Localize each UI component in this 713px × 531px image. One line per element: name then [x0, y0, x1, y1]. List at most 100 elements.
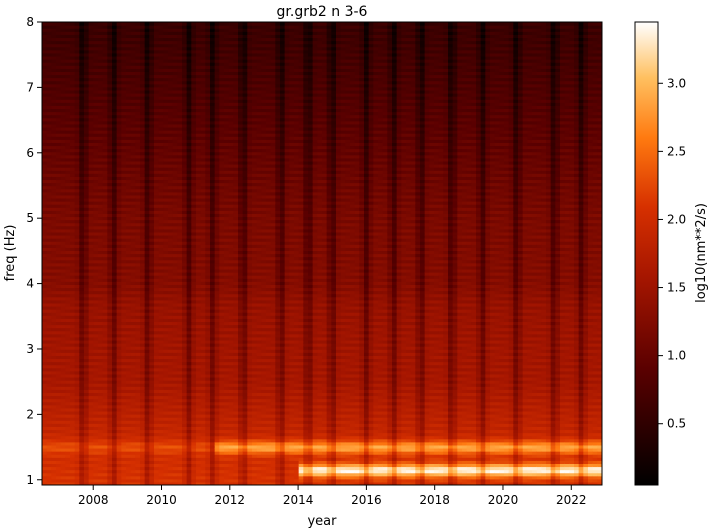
heatmap-cell: [79, 22, 85, 26]
heatmap-cell: [98, 188, 104, 193]
heatmap-cell: [84, 404, 90, 409]
heatmap-cell: [107, 367, 113, 372]
heatmap-cell: [74, 318, 80, 323]
heatmap-cell: [74, 102, 80, 106]
heatmap-cell: [102, 395, 108, 400]
heatmap-cell: [46, 167, 52, 171]
heatmap-cell: [93, 454, 99, 458]
heatmap-cell: [84, 256, 90, 261]
heatmap-cell: [93, 395, 99, 400]
heatmap-cell: [79, 358, 85, 363]
heatmap-cell: [102, 392, 108, 397]
heatmap-cell: [88, 349, 94, 353]
heatmap-cell: [42, 318, 48, 323]
heatmap-cell: [88, 315, 94, 319]
heatmap-cell: [102, 123, 108, 128]
heatmap-cell: [70, 142, 76, 147]
heatmap-cell: [70, 376, 76, 381]
heatmap-cell: [88, 420, 94, 424]
heatmap-cell: [93, 355, 99, 360]
heatmap-cell: [84, 389, 90, 393]
heatmap-cell: [74, 204, 80, 208]
heatmap-cell: [112, 120, 118, 125]
heatmap-cell: [102, 210, 108, 214]
heatmap-cell: [60, 312, 66, 316]
heatmap-cell: [46, 370, 52, 375]
heatmap-cell: [42, 376, 48, 381]
heatmap-cell: [102, 451, 108, 455]
heatmap-cell: [65, 77, 71, 82]
heatmap-cell: [60, 213, 66, 218]
heatmap-cell: [51, 52, 57, 57]
heatmap-cell: [102, 481, 108, 485]
heatmap-cell: [88, 86, 94, 91]
heatmap-cell: [93, 28, 99, 32]
heatmap-cell: [60, 451, 66, 455]
heatmap-cell: [107, 244, 113, 248]
heatmap-cell: [93, 367, 99, 372]
heatmap-cell: [74, 241, 80, 245]
heatmap-cell: [56, 244, 62, 248]
heatmap-cell: [84, 111, 90, 116]
heatmap-cell: [70, 197, 76, 202]
heatmap-cell: [112, 234, 118, 239]
heatmap-cell: [79, 392, 85, 397]
heatmap-cell: [74, 451, 80, 455]
heatmap-cell: [56, 256, 62, 261]
heatmap-cell: [112, 228, 118, 233]
heatmap-cell: [74, 99, 80, 103]
heatmap-cell: [46, 130, 52, 134]
heatmap-cell: [93, 373, 99, 378]
heatmap-cell: [51, 435, 57, 440]
heatmap-cell: [102, 34, 108, 39]
heatmap-cell: [107, 204, 113, 208]
heatmap-cell: [93, 361, 99, 366]
heatmap-cell: [102, 420, 108, 424]
heatmap-cell: [107, 435, 113, 440]
heatmap-cell: [70, 68, 76, 72]
heatmap-cell: [60, 89, 66, 94]
heatmap-cell: [46, 410, 52, 415]
heatmap-cell: [112, 123, 118, 128]
heatmap-cell: [74, 43, 80, 48]
heatmap-cell: [56, 173, 62, 177]
heatmap-cell: [60, 176, 66, 181]
heatmap-cell: [93, 447, 99, 452]
heatmap-cell: [42, 222, 48, 227]
heatmap-cell: [107, 275, 113, 279]
heatmap-cell: [88, 43, 94, 48]
heatmap-cell: [112, 398, 118, 403]
heatmap-cell: [107, 472, 113, 477]
heatmap-cell: [107, 99, 113, 103]
heatmap-cell: [172, 22, 178, 26]
heatmap-cell: [112, 22, 118, 26]
heatmap-cell: [74, 302, 80, 307]
heatmap-cell: [65, 336, 71, 341]
heatmap-cell: [88, 225, 94, 230]
heatmap-cell: [46, 77, 52, 82]
heatmap-cell: [98, 336, 104, 341]
heatmap-cell: [51, 185, 57, 190]
heatmap-cell: [42, 426, 48, 431]
heatmap-cell: [102, 234, 108, 239]
heatmap-cell: [84, 481, 90, 485]
heatmap-cell: [74, 386, 80, 390]
heatmap-cell: [102, 241, 108, 245]
heatmap-cell: [42, 253, 48, 258]
heatmap-cell: [88, 268, 94, 273]
heatmap-cell: [98, 284, 104, 289]
heatmap-cell: [42, 123, 48, 128]
heatmap-cell: [79, 398, 85, 403]
heatmap-cell: [191, 22, 197, 26]
heatmap-cell: [79, 167, 85, 171]
heatmap-cell: [107, 133, 113, 137]
heatmap-cell: [70, 327, 76, 332]
heatmap-cell: [51, 204, 57, 208]
heatmap-cell: [42, 457, 48, 461]
heatmap-cell: [79, 355, 85, 360]
heatmap-cell: [60, 139, 66, 143]
heatmap-cell: [46, 343, 52, 347]
heatmap-cell: [107, 145, 113, 150]
heatmap-cell: [144, 22, 150, 26]
heatmap-cell: [102, 272, 108, 276]
